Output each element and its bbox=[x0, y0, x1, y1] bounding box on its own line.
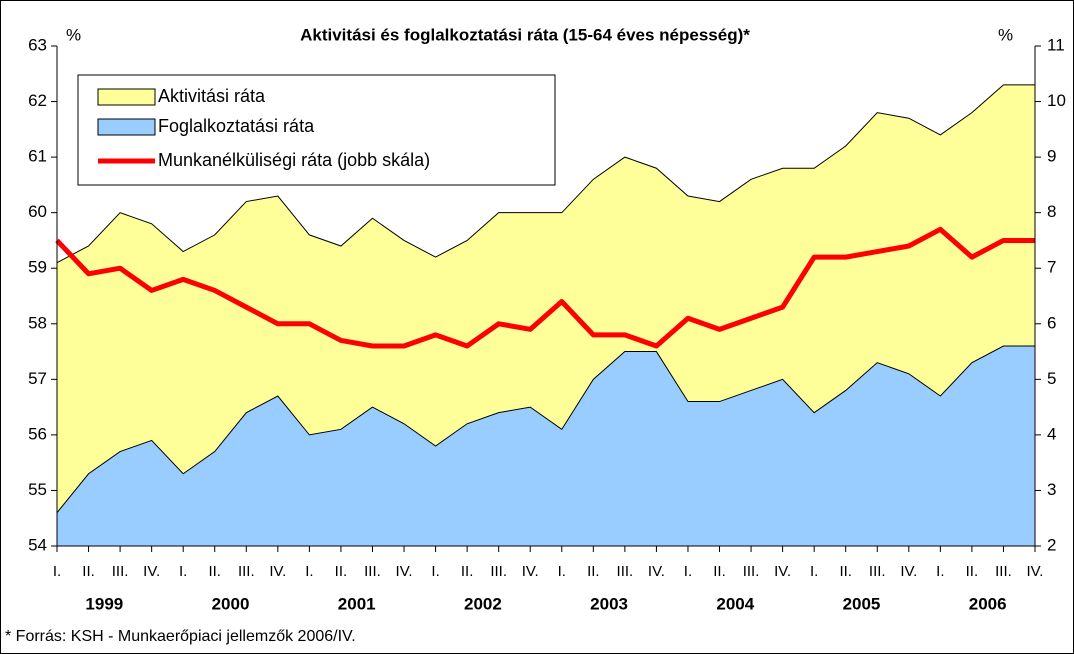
x-tick-label: IV. bbox=[143, 563, 160, 580]
y2-tick-label: 3 bbox=[1047, 480, 1056, 499]
y-tick-label: 58 bbox=[28, 313, 47, 332]
y2-tick-label: 7 bbox=[1047, 258, 1056, 277]
x-tick-label: II. bbox=[839, 563, 852, 580]
year-label: 2004 bbox=[716, 594, 754, 613]
y-tick-label: 62 bbox=[28, 91, 47, 110]
year-label: 1999 bbox=[85, 594, 123, 613]
area bbox=[57, 346, 1035, 546]
y2-tick-label: 2 bbox=[1047, 535, 1056, 554]
y-tick-label: 54 bbox=[28, 535, 47, 554]
x-tick-label: II. bbox=[82, 563, 95, 580]
legend-swatch bbox=[97, 88, 156, 106]
x-tick-label: III. bbox=[364, 563, 381, 580]
x-tick-label: I. bbox=[936, 563, 944, 580]
year-label: 2001 bbox=[338, 594, 376, 613]
area-edge bbox=[56, 84, 1035, 264]
y2-tick-label: 4 bbox=[1047, 424, 1056, 443]
x-tick-label: III. bbox=[238, 563, 255, 580]
x-tick-label: II. bbox=[966, 563, 979, 580]
y2-tick-label: 5 bbox=[1047, 369, 1056, 388]
y-tick-label: 56 bbox=[28, 424, 47, 443]
y2-tick-label: 9 bbox=[1047, 147, 1056, 166]
x-tick-label: IV. bbox=[1027, 563, 1044, 580]
y2-tick-label: 11 bbox=[1047, 35, 1065, 54]
x-tick-label: IV. bbox=[900, 563, 917, 580]
y-tick-label: 55 bbox=[28, 480, 47, 499]
y2-unit: % bbox=[998, 25, 1013, 44]
x-tick-label: III. bbox=[995, 563, 1012, 580]
x-tick-label: III. bbox=[112, 563, 129, 580]
x-tick-label: II. bbox=[335, 563, 348, 580]
x-tick-label: I. bbox=[305, 563, 313, 580]
area-edge bbox=[56, 345, 1035, 513]
year-label: 2000 bbox=[212, 594, 250, 613]
x-tick-label: IV. bbox=[522, 563, 539, 580]
x-tick-label: I. bbox=[810, 563, 818, 580]
year-label: 2006 bbox=[969, 594, 1007, 613]
y-tick-label: 61 bbox=[28, 147, 47, 166]
x-tick-label: III. bbox=[617, 563, 634, 580]
y-tick-label: 60 bbox=[28, 202, 47, 221]
legend-label: Munkanélküliségi ráta (jobb skála) bbox=[158, 150, 430, 170]
x-tick-label: III. bbox=[869, 563, 886, 580]
footnote: * Forrás: KSH - Munkaerőpiaci jellemzők … bbox=[5, 628, 356, 645]
x-tick-label: I. bbox=[558, 563, 566, 580]
legend-swatch bbox=[97, 118, 156, 136]
year-label: 2003 bbox=[590, 594, 628, 613]
y2-tick-label: 8 bbox=[1047, 202, 1056, 221]
x-tick-label: I. bbox=[431, 563, 439, 580]
legend-label: Aktivitási ráta bbox=[158, 86, 266, 106]
year-label: 2002 bbox=[464, 594, 502, 613]
x-tick-label: IV. bbox=[774, 563, 791, 580]
legend-box bbox=[77, 74, 556, 186]
line bbox=[55, 226, 1035, 349]
x-tick-label: I. bbox=[684, 563, 692, 580]
x-tick-label: II. bbox=[461, 563, 474, 580]
x-tick-label: IV. bbox=[648, 563, 665, 580]
legend-label: Foglalkoztatási ráta bbox=[158, 116, 315, 136]
y-unit: % bbox=[66, 25, 81, 44]
y-tick-label: 59 bbox=[28, 258, 47, 277]
x-tick-label: IV. bbox=[396, 563, 413, 580]
x-tick-label: II. bbox=[587, 563, 600, 580]
x-tick-label: II. bbox=[713, 563, 726, 580]
x-tick-label: II. bbox=[208, 563, 221, 580]
x-tick-label: I. bbox=[53, 563, 61, 580]
x-tick-label: III. bbox=[743, 563, 760, 580]
y-tick-label: 57 bbox=[28, 369, 47, 388]
y2-tick-label: 10 bbox=[1047, 91, 1066, 110]
y2-tick-label: 6 bbox=[1047, 313, 1056, 332]
x-tick-label: IV. bbox=[269, 563, 286, 580]
chart-title: Aktivitási és foglalkoztatási ráta (15-6… bbox=[300, 25, 750, 44]
x-tick-label: III. bbox=[490, 563, 507, 580]
y-tick-label: 63 bbox=[28, 35, 47, 54]
year-label: 2005 bbox=[843, 594, 881, 613]
x-tick-label: I. bbox=[179, 563, 187, 580]
